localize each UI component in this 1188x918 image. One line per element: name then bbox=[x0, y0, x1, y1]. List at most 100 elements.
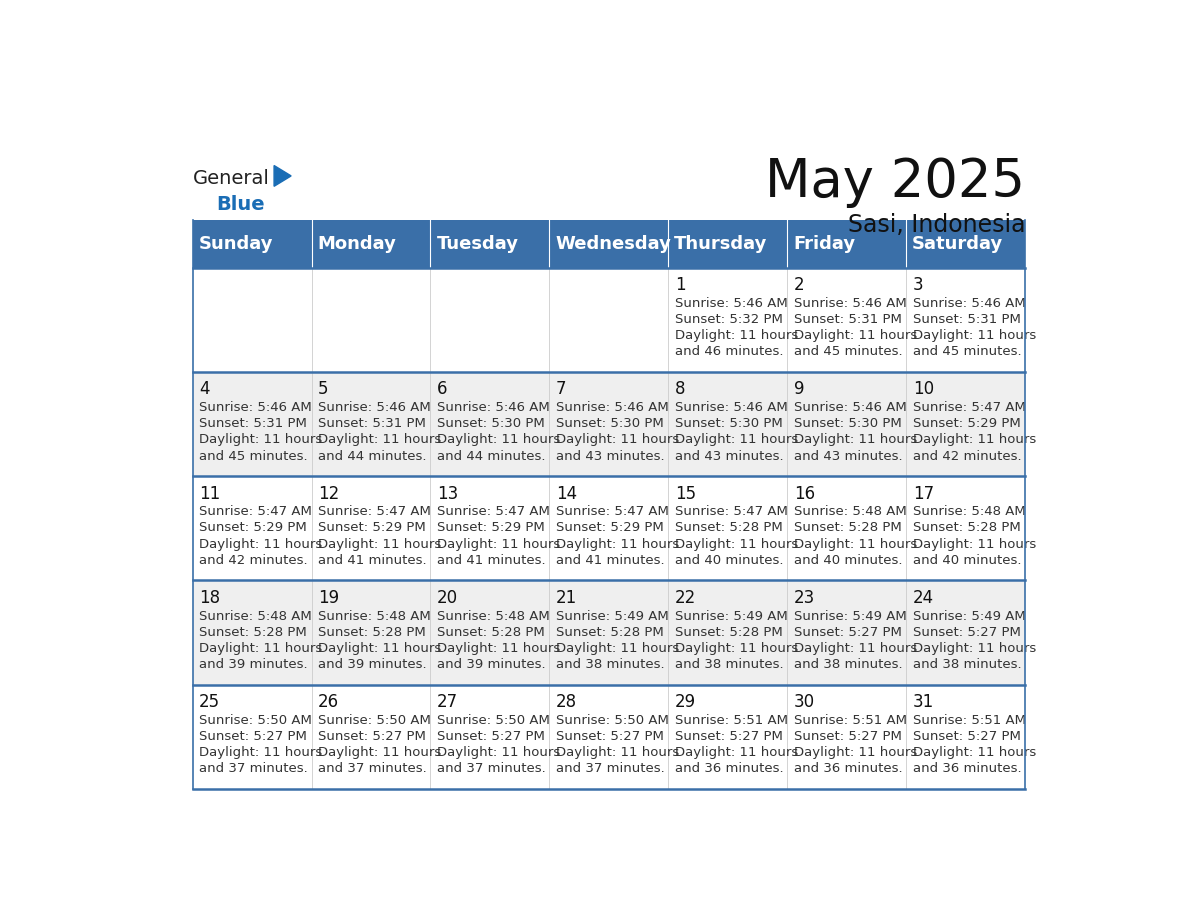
Text: Friday: Friday bbox=[794, 235, 855, 252]
Text: Sunrise: 5:50 AM: Sunrise: 5:50 AM bbox=[318, 713, 431, 727]
Bar bbox=[788, 476, 906, 580]
Bar bbox=[192, 685, 311, 789]
Bar bbox=[430, 476, 549, 580]
Text: Thursday: Thursday bbox=[675, 235, 767, 252]
Text: May 2025: May 2025 bbox=[765, 156, 1025, 208]
Text: Sunrise: 5:51 AM: Sunrise: 5:51 AM bbox=[912, 713, 1025, 727]
Bar bbox=[430, 268, 549, 372]
Bar bbox=[669, 219, 788, 268]
Text: Sunset: 5:27 PM: Sunset: 5:27 PM bbox=[318, 730, 426, 743]
Text: and 39 minutes.: and 39 minutes. bbox=[437, 658, 545, 671]
Text: Daylight: 11 hours: Daylight: 11 hours bbox=[437, 746, 561, 759]
Text: and 40 minutes.: and 40 minutes. bbox=[912, 554, 1022, 566]
Bar bbox=[311, 476, 430, 580]
Bar bbox=[669, 268, 788, 372]
Text: and 38 minutes.: and 38 minutes. bbox=[794, 658, 903, 671]
Text: Sunrise: 5:46 AM: Sunrise: 5:46 AM bbox=[794, 401, 906, 414]
Text: Tuesday: Tuesday bbox=[436, 235, 518, 252]
Text: and 43 minutes.: and 43 minutes. bbox=[794, 450, 903, 463]
Bar bbox=[192, 580, 311, 685]
Text: and 46 minutes.: and 46 minutes. bbox=[675, 345, 783, 358]
Text: Daylight: 11 hours: Daylight: 11 hours bbox=[912, 746, 1036, 759]
Text: 27: 27 bbox=[437, 693, 459, 711]
Text: Sunset: 5:28 PM: Sunset: 5:28 PM bbox=[675, 521, 783, 534]
Bar bbox=[311, 580, 430, 685]
Bar bbox=[549, 685, 669, 789]
Text: 12: 12 bbox=[318, 485, 340, 502]
Text: Saturday: Saturday bbox=[912, 235, 1004, 252]
Bar bbox=[192, 476, 311, 580]
Text: Daylight: 11 hours: Daylight: 11 hours bbox=[912, 538, 1036, 551]
Text: Daylight: 11 hours: Daylight: 11 hours bbox=[437, 642, 561, 655]
Text: Sunset: 5:28 PM: Sunset: 5:28 PM bbox=[912, 521, 1020, 534]
Text: Sunrise: 5:49 AM: Sunrise: 5:49 AM bbox=[912, 610, 1025, 622]
Text: 1: 1 bbox=[675, 276, 685, 294]
Text: 6: 6 bbox=[437, 380, 448, 398]
Text: and 41 minutes.: and 41 minutes. bbox=[437, 554, 545, 566]
Text: Sunrise: 5:46 AM: Sunrise: 5:46 AM bbox=[675, 401, 788, 414]
Text: Sunrise: 5:49 AM: Sunrise: 5:49 AM bbox=[556, 610, 669, 622]
Text: Sunrise: 5:47 AM: Sunrise: 5:47 AM bbox=[437, 505, 550, 519]
Text: Sunset: 5:27 PM: Sunset: 5:27 PM bbox=[200, 730, 308, 743]
Text: Blue: Blue bbox=[216, 195, 265, 214]
Text: Daylight: 11 hours: Daylight: 11 hours bbox=[556, 642, 680, 655]
Text: 20: 20 bbox=[437, 588, 459, 607]
Text: and 39 minutes.: and 39 minutes. bbox=[200, 658, 308, 671]
Text: and 41 minutes.: and 41 minutes. bbox=[556, 554, 664, 566]
Text: Sunrise: 5:46 AM: Sunrise: 5:46 AM bbox=[794, 297, 906, 310]
Text: 15: 15 bbox=[675, 485, 696, 502]
Bar bbox=[192, 268, 311, 372]
Bar bbox=[430, 219, 549, 268]
Text: 3: 3 bbox=[912, 276, 923, 294]
Text: Daylight: 11 hours: Daylight: 11 hours bbox=[675, 642, 798, 655]
Text: Sasi, Indonesia: Sasi, Indonesia bbox=[847, 213, 1025, 237]
Bar bbox=[788, 685, 906, 789]
Text: Sunrise: 5:51 AM: Sunrise: 5:51 AM bbox=[794, 713, 906, 727]
Bar bbox=[192, 372, 311, 476]
Bar bbox=[669, 476, 788, 580]
Text: Daylight: 11 hours: Daylight: 11 hours bbox=[200, 642, 322, 655]
Text: Wednesday: Wednesday bbox=[555, 235, 671, 252]
Bar bbox=[549, 268, 669, 372]
Text: Sunrise: 5:49 AM: Sunrise: 5:49 AM bbox=[794, 610, 906, 622]
Bar bbox=[311, 685, 430, 789]
Text: and 37 minutes.: and 37 minutes. bbox=[318, 762, 426, 775]
Text: Daylight: 11 hours: Daylight: 11 hours bbox=[675, 746, 798, 759]
Text: Sunset: 5:28 PM: Sunset: 5:28 PM bbox=[675, 626, 783, 639]
Text: Daylight: 11 hours: Daylight: 11 hours bbox=[675, 538, 798, 551]
Bar bbox=[430, 372, 549, 476]
Text: Daylight: 11 hours: Daylight: 11 hours bbox=[556, 433, 680, 446]
Text: Sunrise: 5:46 AM: Sunrise: 5:46 AM bbox=[318, 401, 431, 414]
Text: Sunset: 5:30 PM: Sunset: 5:30 PM bbox=[675, 418, 783, 431]
Text: 24: 24 bbox=[912, 588, 934, 607]
Text: Daylight: 11 hours: Daylight: 11 hours bbox=[912, 330, 1036, 342]
Bar bbox=[906, 268, 1025, 372]
Text: Sunrise: 5:48 AM: Sunrise: 5:48 AM bbox=[437, 610, 550, 622]
Bar bbox=[906, 372, 1025, 476]
Bar bbox=[669, 372, 788, 476]
Text: Sunrise: 5:47 AM: Sunrise: 5:47 AM bbox=[912, 401, 1025, 414]
Text: Daylight: 11 hours: Daylight: 11 hours bbox=[318, 642, 442, 655]
Text: Sunrise: 5:47 AM: Sunrise: 5:47 AM bbox=[556, 505, 669, 519]
Text: and 36 minutes.: and 36 minutes. bbox=[675, 762, 783, 775]
Text: Sunset: 5:30 PM: Sunset: 5:30 PM bbox=[437, 418, 545, 431]
Text: Daylight: 11 hours: Daylight: 11 hours bbox=[200, 746, 322, 759]
Text: Sunrise: 5:46 AM: Sunrise: 5:46 AM bbox=[556, 401, 669, 414]
Text: Sunset: 5:28 PM: Sunset: 5:28 PM bbox=[437, 626, 545, 639]
Text: 30: 30 bbox=[794, 693, 815, 711]
Text: Sunrise: 5:47 AM: Sunrise: 5:47 AM bbox=[318, 505, 431, 519]
Bar bbox=[549, 476, 669, 580]
Text: Daylight: 11 hours: Daylight: 11 hours bbox=[794, 330, 917, 342]
Text: Daylight: 11 hours: Daylight: 11 hours bbox=[912, 642, 1036, 655]
Text: 7: 7 bbox=[556, 380, 567, 398]
Text: Sunrise: 5:47 AM: Sunrise: 5:47 AM bbox=[200, 505, 312, 519]
Text: and 38 minutes.: and 38 minutes. bbox=[912, 658, 1022, 671]
Text: Sunrise: 5:48 AM: Sunrise: 5:48 AM bbox=[912, 505, 1025, 519]
Text: Sunrise: 5:48 AM: Sunrise: 5:48 AM bbox=[318, 610, 431, 622]
Text: 8: 8 bbox=[675, 380, 685, 398]
Text: Sunset: 5:32 PM: Sunset: 5:32 PM bbox=[675, 313, 783, 326]
Text: Sunset: 5:31 PM: Sunset: 5:31 PM bbox=[200, 418, 308, 431]
Bar bbox=[549, 580, 669, 685]
Text: 17: 17 bbox=[912, 485, 934, 502]
Text: and 36 minutes.: and 36 minutes. bbox=[912, 762, 1022, 775]
